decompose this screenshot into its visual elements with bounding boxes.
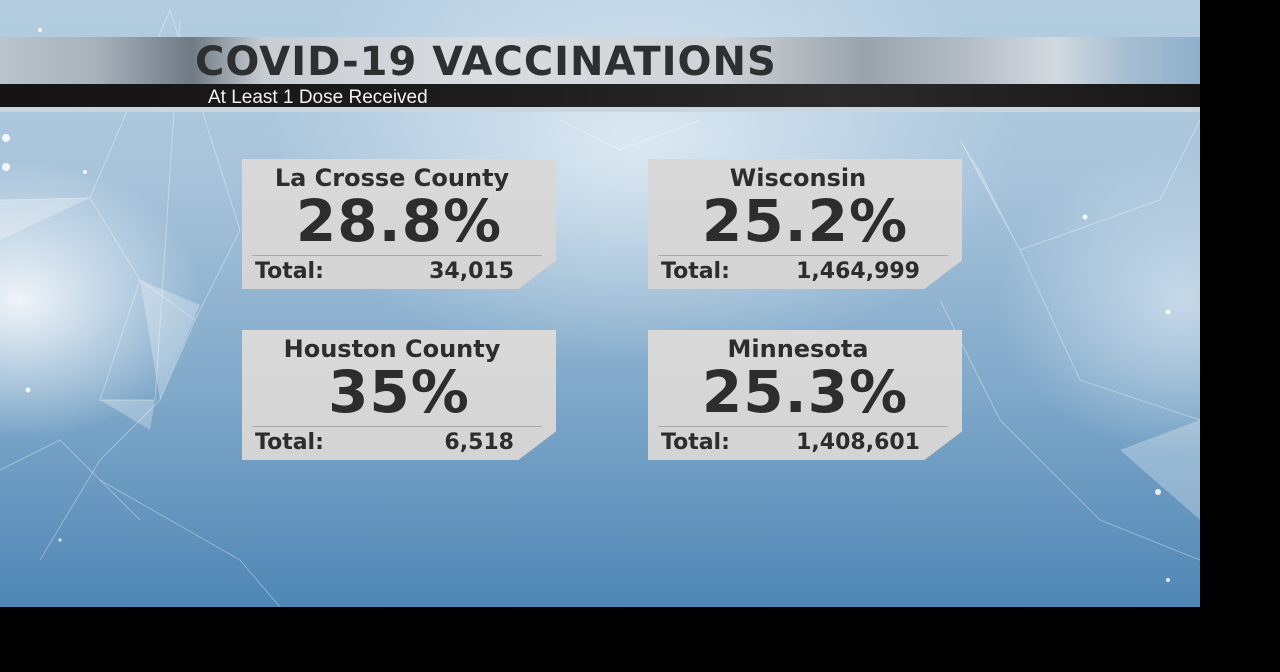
stat-card-wisconsin: Wisconsin 25.2% Total: 1,464,999 [648,159,962,289]
card-percent: 25.3% [701,358,909,426]
card-total-label: Total: [255,430,324,455]
card-total-label: Total: [661,430,730,455]
card-percent: 35% [328,358,470,426]
subtitle-banner [0,84,1200,112]
card-percent: 25.2% [701,187,909,255]
stat-card-la-crosse-county: La Crosse County 28.8% Total: 34,015 [242,159,556,289]
stat-card-houston-county: Houston County 35% Total: 6,518 [242,330,556,460]
card-divider [658,255,948,256]
card-region-name: Minnesota [727,335,869,363]
title-banner [0,37,1200,84]
card-region-name: Houston County [283,335,501,363]
graphic-subtitle: At Least 1 Dose Received [208,87,428,108]
graphic-title: COVID-19 VACCINATIONS [195,39,777,85]
card-divider [252,426,542,427]
card-total-value: 1,464,999 [796,259,920,284]
card-total-label: Total: [255,259,324,284]
network-mesh-background [0,8,1200,607]
card-total-value: 34,015 [429,259,514,284]
card-divider [658,426,948,427]
stat-card-minnesota: Minnesota 25.3% Total: 1,408,601 [648,330,962,460]
card-total-value: 6,518 [444,430,514,455]
card-divider [252,255,542,256]
card-total-value: 1,408,601 [796,430,920,455]
card-percent: 28.8% [295,187,503,255]
card-total-label: Total: [661,259,730,284]
card-region-name: Wisconsin [729,164,867,192]
card-region-name: La Crosse County [274,164,510,192]
